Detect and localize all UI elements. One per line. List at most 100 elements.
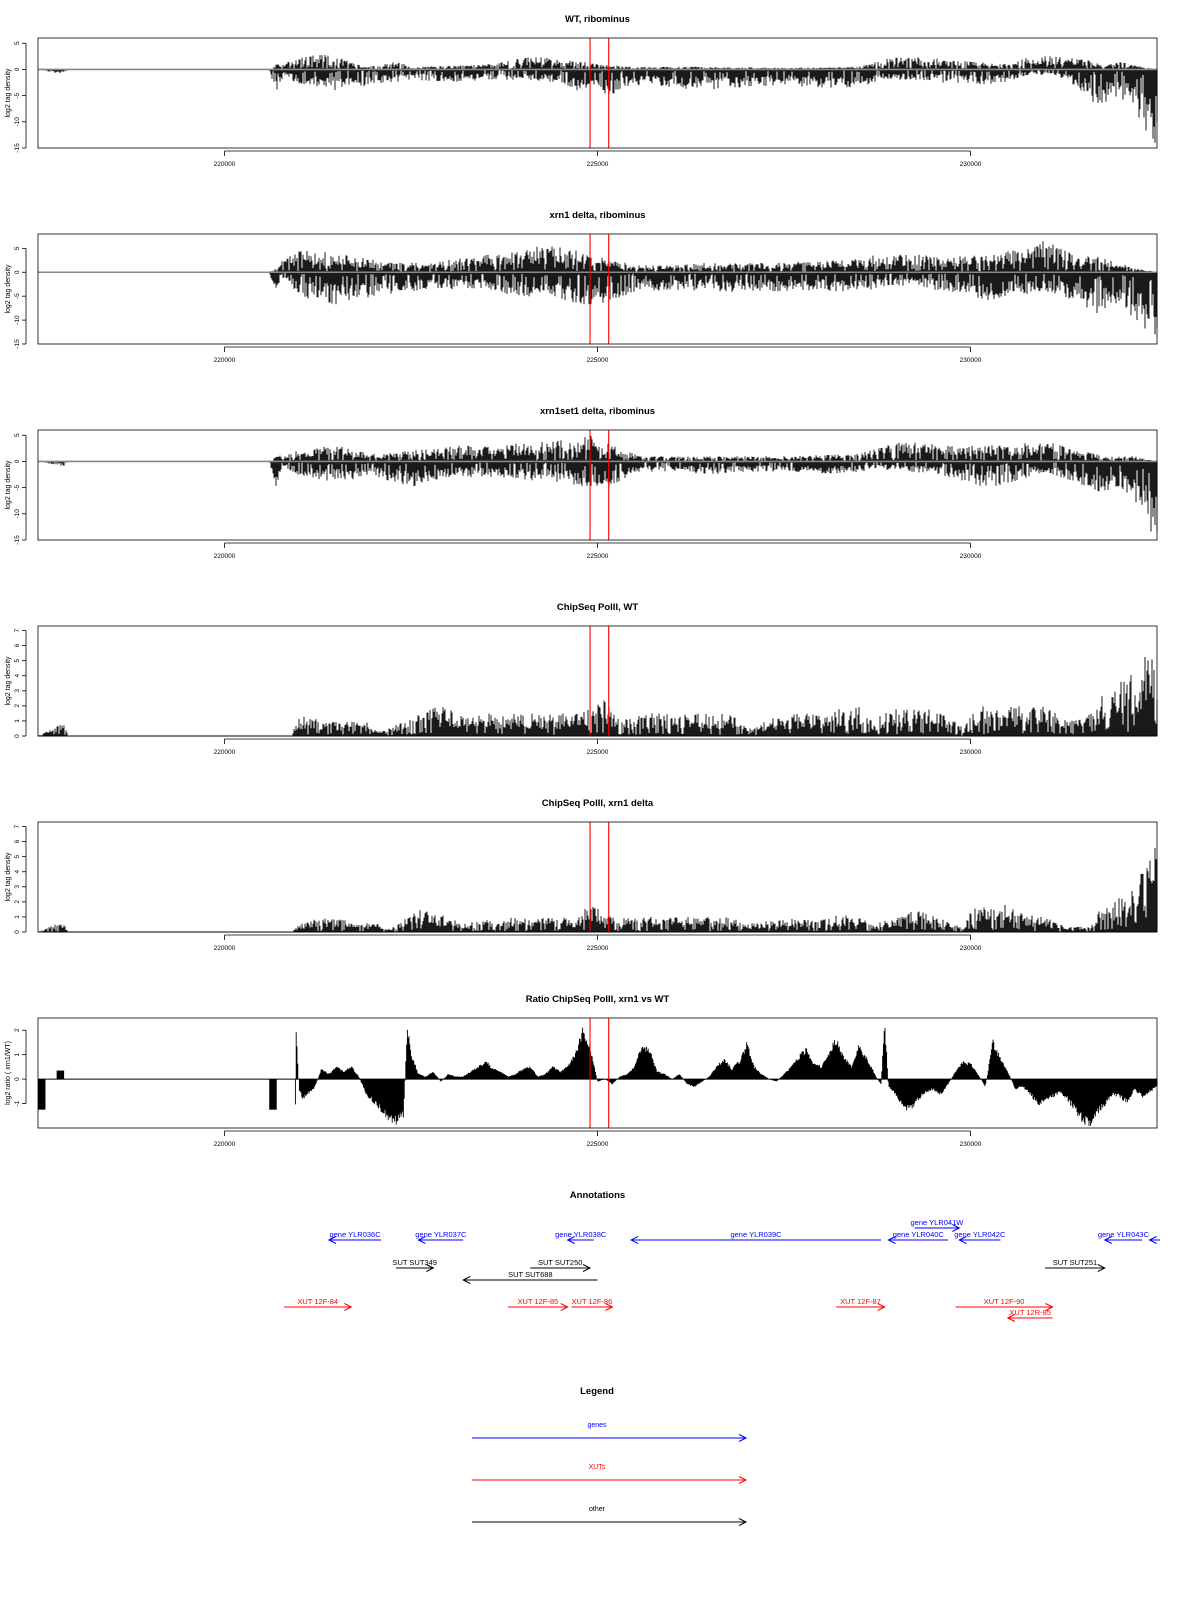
- feature-label: XUT 12F-90: [984, 1297, 1025, 1306]
- y-tick-label: -5: [14, 484, 21, 490]
- panel-title: xrn1 delta, ribominus: [549, 210, 645, 221]
- y-tick-label: 1: [14, 719, 21, 723]
- feature-arrowhead: [1097, 1264, 1106, 1272]
- y-tick-label: 1: [14, 1052, 21, 1056]
- y-tick-label: 0: [14, 930, 21, 934]
- x-tick-label: 220000: [214, 553, 236, 560]
- y-tick-label: 0: [14, 1077, 21, 1081]
- series-marks: [38, 1027, 1158, 1126]
- y-tick-label: 0: [14, 734, 21, 738]
- feature-arrowhead: [1148, 1236, 1157, 1244]
- y-tick-label: 4: [14, 674, 21, 678]
- feature-label: gene YLR039C: [730, 1230, 782, 1239]
- ratio-block: [38, 1079, 46, 1110]
- signal-bars: [269, 241, 1158, 335]
- series-marks: [38, 848, 1158, 933]
- x-tick-label: 225000: [587, 161, 609, 168]
- panel-title: ChipSeq PolII, xrn1 delta: [542, 798, 654, 809]
- feature-arrowhead: [605, 1303, 614, 1311]
- feature-gene: gene YLR042C: [954, 1230, 1006, 1244]
- track-panel-6: Ratio ChipSeq PolII, xrn1 vs WT log2 rati…: [5, 994, 1158, 1148]
- feature-gene: gene YLR043C: [1098, 1230, 1150, 1244]
- y-tick-label: 2: [14, 900, 21, 904]
- y-tick-label: 5: [14, 246, 21, 250]
- series-marks: [38, 436, 1158, 532]
- feature-arrowhead: [1045, 1303, 1054, 1311]
- legend-label: XUTs: [589, 1464, 606, 1471]
- feature-label: gene YLR036C: [329, 1230, 381, 1239]
- feature-arrowhead: [462, 1276, 471, 1284]
- y-tick-label: -1: [14, 1100, 21, 1106]
- legend-arrowhead: [738, 1476, 748, 1484]
- ratio-area: [294, 1027, 1158, 1126]
- y-tick-label: -15: [14, 339, 21, 349]
- feature-arrowhead: [952, 1224, 961, 1232]
- feature-arrowhead: [887, 1236, 896, 1244]
- feature-arrowhead: [877, 1303, 886, 1311]
- y-tick-label: 0: [14, 67, 21, 71]
- y-tick-label: -10: [14, 315, 21, 325]
- x-tick-label: 230000: [960, 357, 982, 364]
- y-tick-label: 6: [14, 643, 21, 647]
- x-tick-label: 230000: [960, 553, 982, 560]
- feature-label: XUT 12F-84: [297, 1297, 338, 1306]
- y-tick-label: 3: [14, 885, 21, 889]
- signal-bars: [39, 657, 1158, 736]
- y-axis-label: log2 ratio ( xrn1/WT): [5, 1041, 12, 1105]
- series-marks: [38, 55, 1158, 143]
- signal-bars: [39, 848, 1158, 932]
- panel-title: WT, ribominus: [565, 14, 630, 25]
- feature-xut: XUT 12F-90: [955, 1297, 1054, 1311]
- feature-other: SUT SUT688: [462, 1270, 598, 1284]
- feature-label: SUT SUT349: [392, 1258, 436, 1267]
- feature-xut: XUT 12R-85: [1006, 1308, 1053, 1322]
- feature-arrowhead: [560, 1303, 569, 1311]
- y-axis-label: log2 tag density: [5, 656, 12, 706]
- panel-frame: [37, 37, 1158, 149]
- feature-gene: gene YLR036C: [327, 1230, 381, 1244]
- legend-label: other: [589, 1506, 606, 1513]
- y-tick-label: -10: [14, 117, 21, 127]
- feature-arrowhead: [1006, 1314, 1016, 1322]
- feature-label: XUT 12F-87: [840, 1297, 881, 1306]
- series-marks: [38, 657, 1158, 737]
- x-tick-label: 225000: [587, 945, 609, 952]
- feature-arrowhead: [629, 1236, 639, 1244]
- y-tick-label: -5: [14, 92, 21, 98]
- feature-arrowhead: [566, 1236, 575, 1244]
- y-tick-label: -5: [14, 293, 21, 299]
- x-tick-label: 220000: [214, 945, 236, 952]
- x-tick-label: 225000: [587, 553, 609, 560]
- x-tick-label: 225000: [587, 749, 609, 756]
- feature-arrowhead: [344, 1303, 353, 1311]
- panel-title: xrn1set1 delta, ribominus: [540, 406, 655, 417]
- x-tick-label: 220000: [214, 1141, 236, 1148]
- feature-xut: XUT 12F-84: [284, 1297, 353, 1311]
- y-tick-label: -10: [14, 509, 21, 519]
- feature-label: SUT SUT250: [538, 1258, 582, 1267]
- y-tick-label: 1: [14, 915, 21, 919]
- y-tick-label: -15: [14, 535, 21, 545]
- x-tick-label: 220000: [214, 161, 236, 168]
- legend-panel: Legend genes XUTs other: [472, 1386, 748, 1526]
- feature-other: SUT SUT349: [392, 1258, 437, 1272]
- feature-label: gene YLR037C: [415, 1230, 467, 1239]
- y-tick-label: 0: [14, 270, 21, 274]
- feature-arrowhead: [582, 1264, 592, 1272]
- track-panel-1: WT, ribominus log2 tag density -15 -10 -5 0 5 2…: [5, 14, 1158, 168]
- feature-xut: XUT 12F-87: [836, 1297, 886, 1311]
- legend-item: other: [472, 1506, 748, 1526]
- y-tick-label: -15: [14, 143, 21, 153]
- annotation-features: gene YLR036C gene YLR037C gene YLR038C gene…: [284, 1218, 1200, 1322]
- feature-arrowhead: [1103, 1236, 1113, 1244]
- signal-bars: [40, 55, 1158, 143]
- x-tick-label: 225000: [587, 357, 609, 364]
- panel-frame: [37, 625, 1158, 737]
- feature-label: gene YLR044C: [1169, 1230, 1200, 1239]
- y-axis-label: log2 tag density: [5, 68, 12, 118]
- feature-gene: gene YLR039C: [629, 1230, 881, 1244]
- feature-arrowhead: [327, 1236, 337, 1244]
- y-tick-label: 2: [14, 1028, 21, 1032]
